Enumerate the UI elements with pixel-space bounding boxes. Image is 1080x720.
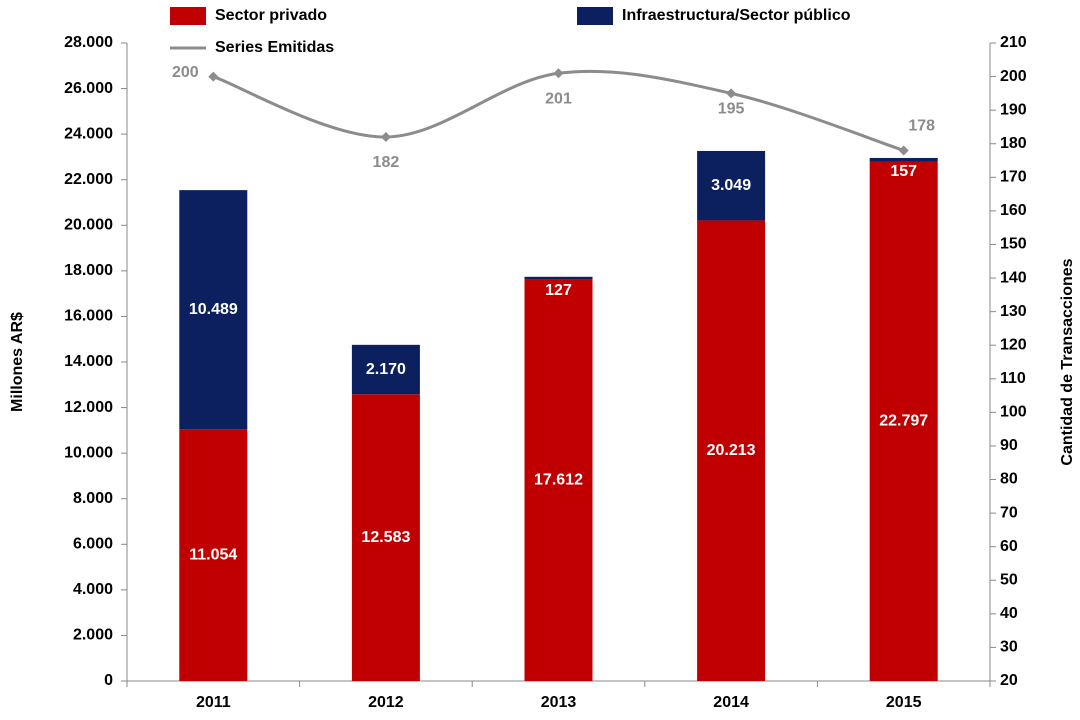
- y2-tick-label: 140: [1000, 269, 1027, 286]
- line-label: 195: [718, 101, 745, 118]
- x-tick-label: 2011: [196, 694, 231, 711]
- y-tick-label: 16.000: [64, 308, 113, 325]
- y-tick-label: 10.000: [64, 444, 113, 461]
- line-marker: [898, 145, 909, 156]
- y2-tick-label: 20: [1000, 672, 1018, 689]
- y-tick-label: 8.000: [73, 490, 113, 507]
- y-tick-label: 26.000: [64, 80, 113, 97]
- line-series: [212, 69, 905, 152]
- data-label: 11.054: [189, 546, 237, 563]
- bar-segment: [697, 220, 766, 681]
- legend-label: Series Emitidas: [215, 39, 334, 56]
- x-tick-label: 2015: [886, 694, 922, 711]
- y2-tick-label: 180: [1000, 135, 1027, 152]
- bar-segment: [869, 161, 938, 681]
- line-marker: [380, 132, 391, 143]
- line-label: 201: [545, 90, 572, 107]
- bar-segment: [524, 279, 593, 681]
- data-label: 2.170: [366, 361, 406, 378]
- data-label: 157: [890, 163, 917, 180]
- y2-tick-label: 50: [1000, 571, 1018, 588]
- data-label: 12.583: [361, 529, 410, 546]
- bar-segment: [351, 394, 420, 681]
- bar-segment: [869, 157, 938, 162]
- y2-tick-label: 190: [1000, 101, 1027, 118]
- y-tick-label: 2.000: [73, 627, 113, 644]
- data-label: 22.797: [879, 412, 928, 429]
- y2-tick-label: 120: [1000, 336, 1027, 353]
- data-label: 10.489: [189, 301, 238, 318]
- y2-tick-label: 130: [1000, 303, 1027, 320]
- y-tick-label: 24.000: [64, 125, 113, 142]
- y2-tick-label: 60: [1000, 538, 1018, 555]
- bar-segment: [351, 344, 420, 395]
- y-tick-label: 28.000: [64, 34, 113, 51]
- y2-tick-label: 40: [1000, 605, 1018, 622]
- line-marker: [553, 68, 564, 79]
- x-tick-label: 2013: [541, 694, 577, 711]
- y-tick-label: 6.000: [73, 536, 113, 553]
- legend-swatch: [170, 7, 206, 25]
- legend-swatch: [577, 7, 613, 25]
- y2-tick-label: 170: [1000, 169, 1027, 186]
- line-marker: [208, 71, 219, 82]
- y2-tick-label: 90: [1000, 437, 1018, 454]
- y2-tick-label: 200: [1000, 68, 1027, 85]
- data-label: 127: [545, 282, 572, 299]
- y2-tick-label: 100: [1000, 404, 1027, 421]
- y-axis-title: Millones AR$: [9, 312, 26, 412]
- y2-tick-label: 150: [1000, 236, 1027, 253]
- bar-segment: [697, 150, 766, 221]
- line-label: 200: [172, 64, 199, 81]
- data-label: 17.612: [534, 472, 583, 489]
- y2-tick-label: 110: [1000, 370, 1026, 387]
- y-tick-label: 14.000: [64, 353, 113, 370]
- y2-axis-title: Cantidad de Transacciones: [1059, 258, 1076, 465]
- data-label: 20.213: [707, 442, 756, 459]
- y-tick-label: 20.000: [64, 217, 113, 234]
- data-label: 3.049: [711, 177, 751, 194]
- bar-segment: [179, 190, 248, 430]
- y-tick-label: 18.000: [64, 262, 113, 279]
- line-label: 182: [373, 154, 400, 171]
- y2-tick-label: 160: [1000, 202, 1027, 219]
- y-tick-label: 4.000: [73, 581, 113, 598]
- line-label: 178: [908, 118, 935, 135]
- y-tick-label: 22.000: [64, 171, 113, 188]
- y2-tick-label: 30: [1000, 639, 1018, 656]
- y2-tick-label: 80: [1000, 471, 1018, 488]
- bar-segment: [179, 429, 248, 681]
- legend-label: Sector privado: [215, 7, 327, 24]
- x-tick-label: 2014: [713, 694, 749, 711]
- y2-tick-label: 70: [1000, 504, 1018, 521]
- y-tick-label: 0: [104, 672, 113, 689]
- bar-segment: [524, 276, 593, 280]
- x-tick-label: 2012: [368, 694, 404, 711]
- legend-label: Infraestructura/Sector público: [622, 7, 851, 24]
- line-marker: [726, 88, 737, 99]
- y2-tick-label: 210: [1000, 34, 1027, 51]
- y-tick-label: 12.000: [64, 399, 113, 416]
